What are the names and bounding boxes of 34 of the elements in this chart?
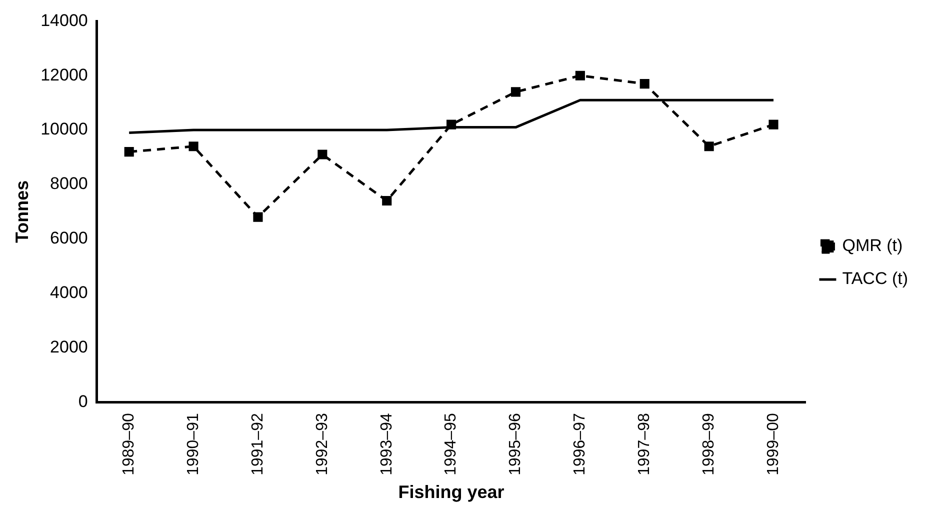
x-tick-label: 1991–92 xyxy=(249,413,266,476)
point xyxy=(382,196,392,206)
x-tick-label: 1994–95 xyxy=(442,413,460,476)
legend-label: TACC (t) xyxy=(842,269,908,288)
point xyxy=(446,120,456,130)
y-tick-label: 0 xyxy=(78,392,88,411)
point xyxy=(768,120,778,130)
y-tick-label: 12000 xyxy=(40,65,88,84)
y-tick-label: 14000 xyxy=(40,10,88,30)
x-tick-label: 1996–97 xyxy=(572,413,589,476)
x-tick-label: 1992–93 xyxy=(314,413,331,476)
x-tick-label: 1995–96 xyxy=(507,413,524,476)
point xyxy=(188,142,198,152)
x-tick-label: 1990–91 xyxy=(184,413,202,476)
y-tick-label: 2000 xyxy=(50,337,88,356)
point xyxy=(124,147,134,157)
x-tick-label: 1999–00 xyxy=(764,413,782,476)
y-axis-title: Tonnes xyxy=(12,180,32,243)
y-tick-label: 6000 xyxy=(50,228,88,248)
x-tick-label: 1998–99 xyxy=(700,413,718,476)
x-tick-label: 1997–98 xyxy=(636,413,654,476)
point xyxy=(253,212,263,222)
legend-label: QMR (t) xyxy=(842,236,903,256)
y-tick-label: 4000 xyxy=(50,282,88,302)
point xyxy=(704,142,714,152)
point xyxy=(510,87,521,97)
x-tick-label: 1993–94 xyxy=(378,413,396,476)
x-tick-label: 1989–90 xyxy=(120,413,138,476)
point xyxy=(640,78,650,89)
point xyxy=(575,70,585,80)
y-tick-label: 10000 xyxy=(40,120,88,139)
x-axis-title: Fishing year xyxy=(398,482,504,502)
point xyxy=(318,150,328,160)
y-tick-label: 8000 xyxy=(50,174,88,194)
